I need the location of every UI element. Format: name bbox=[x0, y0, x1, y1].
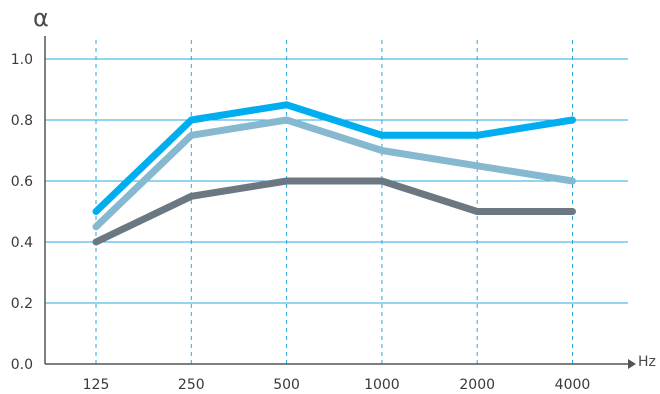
series-lines bbox=[92, 101, 576, 246]
axes bbox=[44, 36, 636, 369]
y-tick-label: 0.4 bbox=[11, 235, 33, 251]
x-tick-label: 1000 bbox=[364, 377, 400, 393]
x-tick-label: 4000 bbox=[555, 377, 591, 393]
y-tick-label: 0.2 bbox=[11, 296, 33, 312]
y-tick-label: 0.8 bbox=[11, 113, 33, 129]
y-tick-labels: 0.0 0.2 0.4 0.6 0.8 1.0 bbox=[11, 52, 33, 373]
x-axis-arrow bbox=[628, 359, 636, 369]
x-axis-title: Hz bbox=[638, 354, 656, 370]
x-tick-label: 500 bbox=[273, 377, 300, 393]
y-axis-title: α bbox=[33, 4, 49, 32]
y-tick-label: 1.0 bbox=[11, 52, 33, 68]
y-tick-label: 0.0 bbox=[11, 357, 33, 373]
series-line-2 bbox=[92, 116, 576, 231]
x-tick-labels: 125 250 500 1000 2000 4000 bbox=[83, 377, 591, 393]
x-tick-label: 125 bbox=[83, 377, 110, 393]
x-tick-label: 250 bbox=[178, 377, 205, 393]
series-line-1 bbox=[92, 177, 576, 246]
series-line-3 bbox=[92, 101, 576, 215]
y-tick-label: 0.6 bbox=[11, 174, 33, 190]
x-tick-label: 2000 bbox=[459, 377, 495, 393]
vertical-gridlines bbox=[95, 40, 573, 364]
